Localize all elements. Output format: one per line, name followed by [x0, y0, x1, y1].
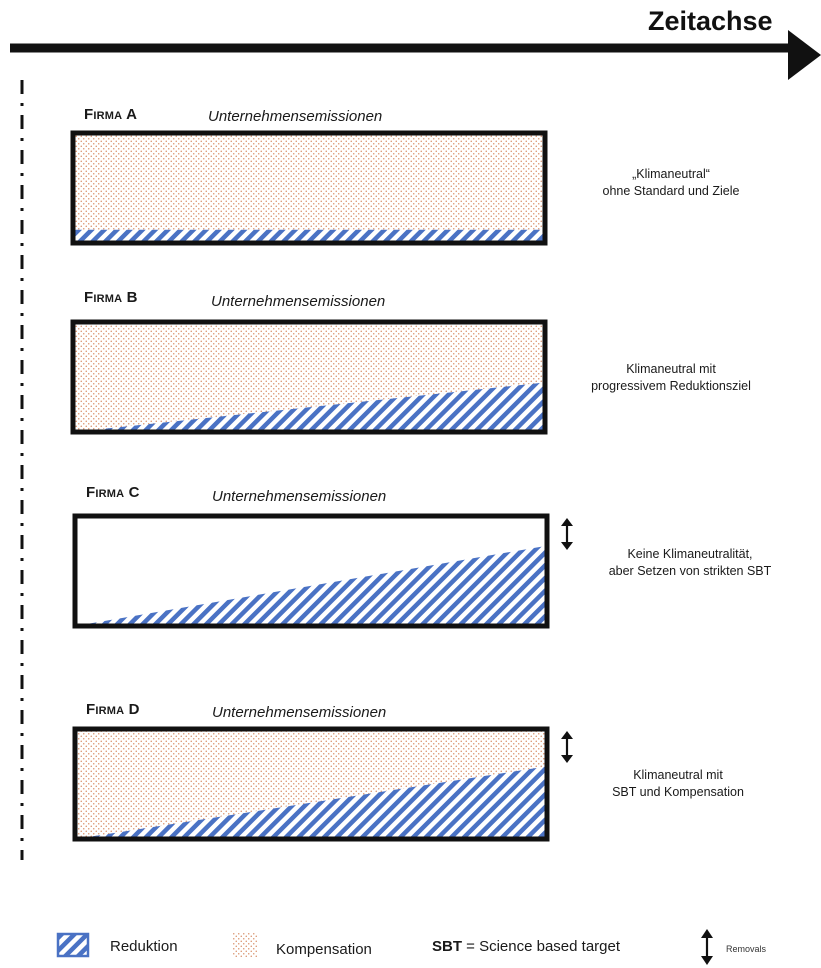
company-c-removals-arrow-icon [561, 518, 573, 550]
legend-sbt-text: = Science based target [462, 938, 621, 955]
legend-reduktion-label: Reduktion [110, 938, 178, 955]
legend-kompensation-label: Kompensation [276, 941, 372, 958]
company-b-subtitle: Unternehmensemissionen [211, 293, 386, 310]
company-a-subtitle: Unternehmensemissionen [208, 108, 383, 125]
company-c-subtitle: Unternehmensemissionen [212, 488, 387, 505]
legend-removals-arrow-icon [701, 929, 713, 965]
company-d-removals-arrow-icon [561, 731, 573, 763]
company-b-description-line-2: progressivem Reduktionsziel [591, 379, 751, 393]
company-d-box [72, 726, 573, 842]
company-d-reduction-area [75, 766, 547, 839]
company-c-name: Firma C [86, 484, 140, 501]
company-a-description: „Klimaneutral“ ohne Standard und Ziele [568, 166, 774, 200]
company-a-frame [70, 130, 548, 246]
legend-graphics [56, 929, 713, 965]
company-c-frame [72, 513, 550, 629]
company-a-box [70, 130, 548, 246]
company-a-reduction-area [73, 229, 545, 243]
company-d-name: Firma D [86, 701, 140, 718]
company-b-description-line-1: Klimaneutral mit [626, 362, 716, 376]
company-c-box [72, 513, 573, 629]
legend-removals-label: Removals [726, 944, 767, 954]
company-d-description: Klimaneutral mit SBT und Kompensation [578, 767, 778, 801]
company-b-frame [70, 319, 548, 435]
company-c-description-line-2: aber Setzen von strikten SBT [608, 564, 772, 578]
company-d-subtitle: Unternehmensemissionen [212, 704, 387, 721]
company-a-compensation-area [73, 133, 545, 243]
company-a-name: Firma A [84, 106, 138, 123]
company-a-description-line-2: ohne Standard und Ziele [602, 184, 740, 198]
company-b-box [70, 319, 548, 435]
legend-sbt-key: SBT [432, 938, 462, 955]
company-a-description-line-1: „Klimaneutral“ [632, 167, 710, 181]
company-c-description-line-1: Keine Klimaneutralität, [627, 547, 753, 561]
company-d-frame [72, 726, 550, 842]
company-b-reduction-area [73, 382, 545, 432]
legend-sbt-definition: SBT = Science based target [432, 938, 620, 955]
axis-title: Zeitachse [648, 6, 773, 36]
company-b-description: Klimaneutral mit progressivem Reduktions… [560, 361, 782, 395]
company-d-description-line-1: Klimaneutral mit [633, 768, 723, 782]
company-c-description: Keine Klimaneutralität, aber Setzen von … [582, 546, 798, 580]
company-c-reduction-area [75, 545, 547, 626]
legend-kompensation-swatch [232, 932, 258, 958]
company-b-name: Firma B [84, 289, 138, 306]
legend-reduktion-swatch [56, 932, 90, 958]
company-d-description-line-2: SBT und Kompensation [612, 785, 744, 799]
timeline-arrow [10, 30, 821, 80]
